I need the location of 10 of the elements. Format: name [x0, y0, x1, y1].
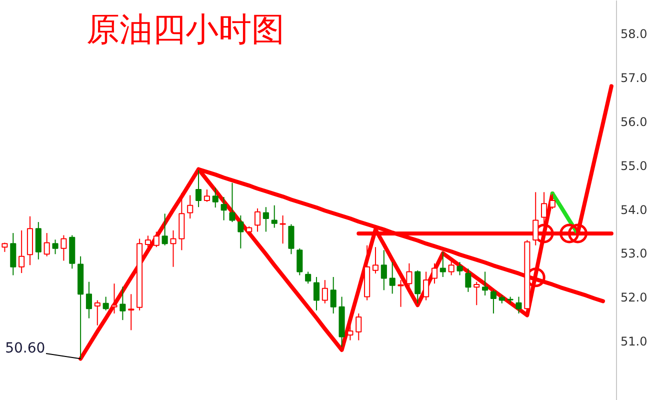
y-tick-label: 55.0: [620, 158, 648, 173]
y-tick-label: 56.0: [620, 114, 648, 129]
y-tick-label: 53.0: [620, 246, 648, 261]
y-tick-label: 54.0: [620, 202, 648, 217]
y-tick-label: 58.0: [620, 26, 648, 41]
y-tick-label: 52.0: [620, 290, 648, 305]
chart-title: 原油四小时图: [86, 10, 284, 48]
y-tick-label: 57.0: [620, 70, 648, 85]
annotation: 50.60: [5, 340, 46, 357]
y-tick-label: 51.0: [620, 334, 648, 349]
